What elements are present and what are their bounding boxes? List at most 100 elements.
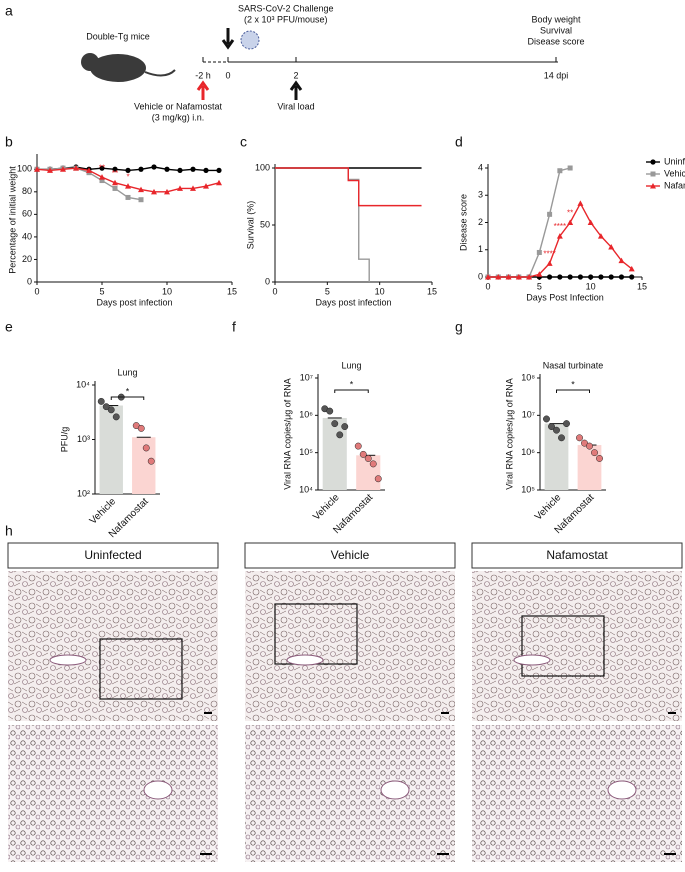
marker	[608, 274, 614, 280]
marker	[567, 165, 573, 171]
mouse-tail	[144, 69, 176, 77]
challenge-label: SARS-CoV-2 Challenge	[238, 3, 334, 13]
y-tick-label: 10⁸	[521, 372, 535, 382]
marker	[138, 197, 144, 203]
x-tick-label: 15	[227, 286, 237, 296]
marker	[151, 164, 157, 170]
x-tick-label: 10	[586, 281, 596, 291]
inset-box	[99, 638, 183, 700]
marker	[86, 167, 92, 173]
data-point	[142, 444, 150, 452]
marker	[112, 166, 118, 172]
y-tick-label: 0	[265, 276, 270, 286]
vessel	[286, 654, 324, 666]
x-tick-label: 15	[427, 286, 437, 296]
y-axis-label: Disease score	[458, 194, 468, 251]
data-point	[137, 424, 145, 432]
y-axis-label: Viral RNA copies/μg of RNA	[282, 378, 292, 490]
data-point	[147, 457, 155, 465]
marker	[99, 165, 105, 171]
title-box	[471, 542, 683, 569]
x-axis-label: Days post infection	[96, 297, 172, 307]
marker	[650, 159, 656, 165]
marker	[567, 219, 574, 225]
data-point	[107, 406, 115, 414]
axis	[274, 164, 432, 283]
marker	[203, 167, 209, 173]
significance: **	[567, 209, 573, 218]
marker	[650, 183, 656, 189]
x-tick-label: Vehicle	[533, 492, 564, 523]
marker	[628, 265, 635, 272]
y-tick-label: 0	[27, 276, 32, 286]
marker	[125, 167, 131, 173]
tissue-detail	[245, 725, 455, 862]
x-tick-label: 15	[637, 281, 647, 291]
marker	[618, 274, 625, 280]
data-point	[359, 450, 367, 458]
vessel	[513, 654, 551, 666]
series-line	[275, 167, 422, 207]
panel-label: h	[5, 523, 13, 539]
y-tick-label: 100	[17, 164, 32, 174]
panel-label: d	[455, 134, 463, 150]
data-point	[548, 423, 555, 431]
mice-label: Double-Tg mice	[86, 31, 150, 41]
data-point	[331, 420, 339, 428]
readout: Survival	[540, 25, 572, 35]
treatment-arrow	[196, 80, 210, 100]
marker	[164, 166, 170, 172]
y-tick-label: 10²	[77, 488, 90, 498]
tissue-overview	[472, 571, 682, 721]
marker	[495, 274, 502, 280]
y-axis-label: Percentage of initial weight	[7, 166, 17, 274]
vessel	[380, 780, 410, 800]
x-tick-label: 5	[99, 286, 104, 296]
y-tick-label: 10⁷	[300, 372, 313, 382]
y-axis-label: PFU/g	[59, 427, 69, 453]
data-point	[369, 460, 377, 468]
y-axis-label: Survival (%)	[245, 201, 255, 250]
y-tick-label: 10⁵	[299, 447, 313, 457]
marker	[138, 166, 144, 172]
marker	[190, 185, 196, 191]
marker	[34, 166, 40, 172]
treatment-label: Vehicle or Nafamostat	[134, 101, 223, 111]
data-point	[553, 426, 560, 434]
marker	[547, 274, 553, 280]
panel-label: g	[455, 319, 463, 335]
readout: Body weight	[531, 14, 581, 24]
significance: ****	[543, 249, 555, 258]
bar	[132, 437, 156, 494]
marker	[597, 233, 604, 239]
x-axis-label: Days post infection	[315, 297, 391, 307]
y-tick-label: 10⁶	[299, 410, 313, 420]
data-point	[112, 413, 120, 421]
y-tick-label: 10⁴	[76, 379, 90, 389]
marker	[47, 167, 53, 173]
x-tick-label: 0	[34, 286, 39, 296]
y-tick-label: 20	[22, 254, 32, 264]
panel-label: e	[5, 319, 13, 335]
marker	[99, 178, 105, 184]
marker	[112, 179, 118, 186]
marker	[73, 165, 79, 171]
marker	[190, 166, 196, 172]
significance: *	[126, 386, 130, 396]
marker	[164, 188, 170, 195]
marker	[177, 167, 183, 173]
y-tick-label: 10³	[77, 434, 90, 444]
panel-label: c	[240, 134, 247, 150]
x-tick-label: 10	[162, 286, 172, 296]
bar	[322, 417, 347, 490]
data-point	[374, 475, 382, 483]
marker	[618, 257, 625, 264]
legend-label: Vehicle	[664, 168, 685, 178]
marker	[547, 211, 553, 217]
timepoint: 14 dpi	[544, 70, 569, 80]
axis	[36, 154, 232, 283]
marker	[99, 174, 105, 180]
significance: *	[350, 379, 354, 389]
data-point	[586, 442, 593, 450]
